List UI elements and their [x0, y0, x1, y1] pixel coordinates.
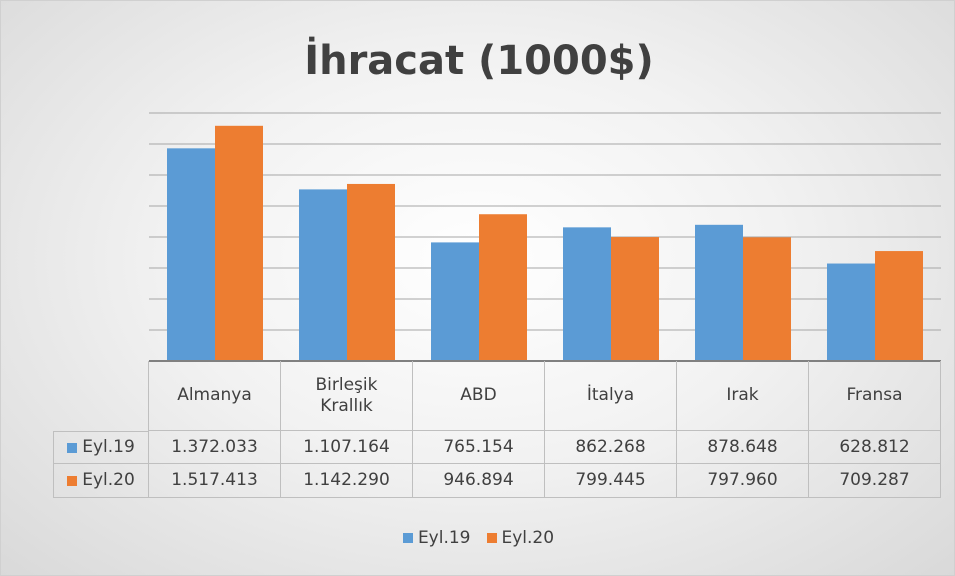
legend: Eyl.19 Eyl.20: [1, 528, 954, 548]
bar: [431, 242, 479, 361]
legend-key: [67, 475, 78, 486]
table-header-cell: ABD: [413, 361, 545, 431]
bar: [695, 224, 743, 361]
table-cell: 1.517.413: [149, 464, 281, 498]
table-cell: 1.372.033: [149, 431, 281, 464]
table-cell: 765.154: [413, 431, 545, 464]
table-border: [148, 361, 149, 431]
legend-key: [486, 533, 497, 543]
series-name: Eyl.20: [82, 470, 135, 490]
bar: [563, 227, 611, 361]
table-header-cell: Almanya: [149, 361, 281, 431]
legend-key: [402, 533, 413, 543]
table-cell: 628.812: [809, 431, 941, 464]
table-cell: 1.107.164: [281, 431, 413, 464]
bar: [167, 148, 215, 361]
table-cell: 1.142.290: [281, 464, 413, 498]
bar: [347, 183, 395, 361]
table-header-cell: İtalya: [545, 361, 677, 431]
table-cell: 797.960: [677, 464, 809, 498]
table-cell: 878.648: [677, 431, 809, 464]
table-header-cell: Birleşik Krallık: [281, 361, 413, 431]
bar: [479, 214, 527, 361]
bar: [299, 189, 347, 361]
bar: [875, 251, 923, 361]
table-cell: 946.894: [413, 464, 545, 498]
legend-key: [67, 442, 78, 453]
legend-item: Eyl.19: [402, 528, 471, 548]
table-cell: 709.287: [809, 464, 941, 498]
table-header-cell: Irak: [677, 361, 809, 431]
table-cell: 799.445: [545, 464, 677, 498]
series-name: Eyl.19: [82, 437, 135, 457]
table-row-label: Eyl.20: [53, 464, 149, 498]
table-row-label: Eyl.19: [53, 431, 149, 464]
legend-item: Eyl.20: [486, 528, 555, 548]
bar: [215, 125, 263, 361]
bar: [611, 237, 659, 361]
chart-title: İhracat (1000$): [304, 36, 654, 84]
bar: [827, 263, 875, 361]
table-header-cell: Fransa: [809, 361, 941, 431]
table-cell: 862.268: [545, 431, 677, 464]
bar: [743, 237, 791, 361]
legend-label: Eyl.19: [417, 528, 471, 548]
legend-label: Eyl.20: [501, 528, 555, 548]
